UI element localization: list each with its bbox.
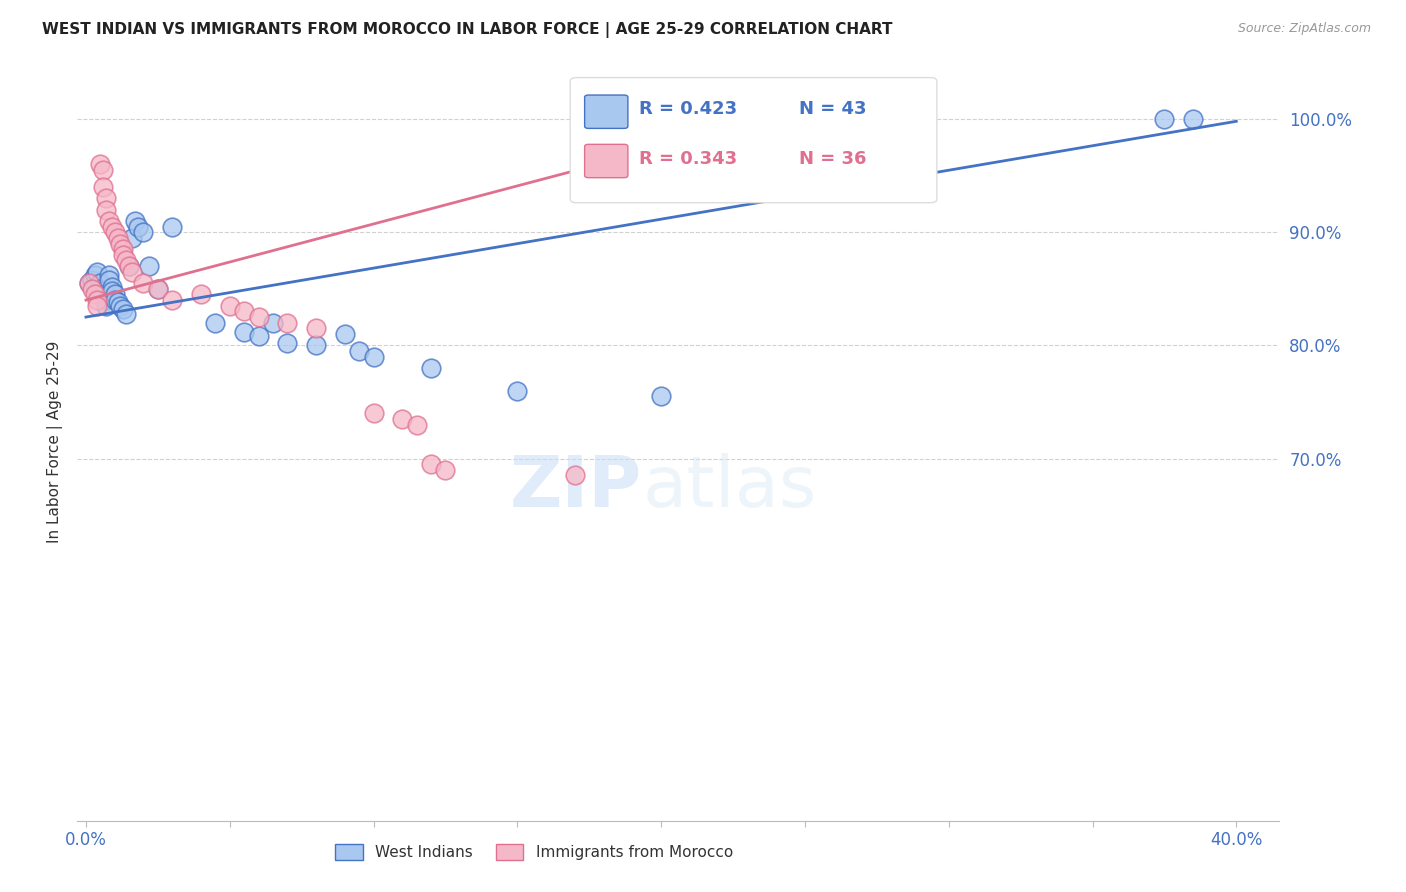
Point bbox=[146, 282, 169, 296]
Point bbox=[107, 295, 129, 310]
Point bbox=[132, 225, 155, 239]
Point bbox=[89, 157, 111, 171]
Point bbox=[98, 273, 120, 287]
Point bbox=[506, 384, 529, 398]
Point bbox=[91, 163, 114, 178]
Point bbox=[333, 326, 356, 341]
Point bbox=[80, 282, 103, 296]
Point bbox=[420, 457, 443, 471]
Point bbox=[101, 284, 124, 298]
Point bbox=[162, 219, 183, 234]
Point bbox=[1182, 112, 1205, 126]
Point bbox=[247, 329, 270, 343]
Point bbox=[391, 412, 413, 426]
Point bbox=[190, 287, 212, 301]
Point bbox=[110, 299, 132, 313]
Point bbox=[434, 463, 457, 477]
Point bbox=[77, 276, 100, 290]
Text: WEST INDIAN VS IMMIGRANTS FROM MOROCCO IN LABOR FORCE | AGE 25-29 CORRELATION CH: WEST INDIAN VS IMMIGRANTS FROM MOROCCO I… bbox=[42, 22, 893, 38]
Text: R = 0.343: R = 0.343 bbox=[638, 150, 737, 168]
Point bbox=[107, 231, 129, 245]
Legend: West Indians, Immigrants from Morocco: West Indians, Immigrants from Morocco bbox=[329, 838, 740, 866]
Point bbox=[138, 259, 160, 273]
Point bbox=[124, 214, 146, 228]
Point bbox=[110, 236, 132, 251]
Text: atlas: atlas bbox=[643, 452, 817, 522]
Point bbox=[86, 293, 108, 307]
Point bbox=[347, 344, 370, 359]
Point bbox=[80, 273, 103, 287]
Y-axis label: In Labor Force | Age 25-29: In Labor Force | Age 25-29 bbox=[48, 341, 63, 542]
Point bbox=[115, 253, 138, 268]
FancyBboxPatch shape bbox=[585, 145, 628, 178]
Point bbox=[305, 321, 328, 335]
Point bbox=[101, 279, 124, 293]
Point bbox=[86, 299, 108, 313]
Point bbox=[121, 231, 143, 245]
Point bbox=[707, 112, 730, 126]
Text: N = 36: N = 36 bbox=[799, 150, 866, 168]
Text: N = 43: N = 43 bbox=[799, 101, 866, 119]
Point bbox=[420, 361, 443, 376]
Point bbox=[86, 265, 108, 279]
Point bbox=[121, 265, 143, 279]
Point bbox=[1153, 112, 1175, 126]
Point bbox=[77, 276, 100, 290]
Point bbox=[112, 248, 135, 262]
FancyBboxPatch shape bbox=[571, 78, 936, 202]
Point bbox=[83, 287, 105, 301]
Point bbox=[91, 180, 114, 194]
Point bbox=[650, 389, 672, 403]
Point bbox=[104, 225, 127, 239]
Point bbox=[363, 350, 385, 364]
Point bbox=[564, 468, 586, 483]
Point bbox=[94, 202, 117, 217]
Point bbox=[262, 316, 284, 330]
Text: R = 0.423: R = 0.423 bbox=[638, 101, 737, 119]
Point bbox=[98, 214, 120, 228]
Point bbox=[276, 336, 298, 351]
Point bbox=[247, 310, 270, 324]
Point bbox=[305, 338, 328, 352]
Point bbox=[89, 276, 111, 290]
Point bbox=[218, 299, 240, 313]
Point bbox=[127, 219, 149, 234]
Point bbox=[94, 299, 117, 313]
Point bbox=[233, 325, 256, 339]
FancyBboxPatch shape bbox=[585, 95, 628, 128]
Point bbox=[98, 268, 120, 283]
Point bbox=[132, 276, 155, 290]
Point bbox=[233, 304, 256, 318]
Point bbox=[112, 302, 135, 317]
Point bbox=[101, 219, 124, 234]
Point bbox=[83, 268, 105, 283]
Point bbox=[104, 293, 127, 307]
Point bbox=[83, 279, 105, 293]
Point bbox=[91, 287, 114, 301]
Point bbox=[94, 191, 117, 205]
Text: Source: ZipAtlas.com: Source: ZipAtlas.com bbox=[1237, 22, 1371, 36]
Point bbox=[118, 259, 141, 273]
Point bbox=[146, 282, 169, 296]
Point bbox=[405, 417, 427, 432]
Point bbox=[94, 293, 117, 307]
Point bbox=[112, 242, 135, 256]
Point bbox=[276, 316, 298, 330]
Point bbox=[91, 284, 114, 298]
Text: ZIP: ZIP bbox=[510, 452, 643, 522]
Point bbox=[115, 307, 138, 321]
Point bbox=[89, 282, 111, 296]
Point bbox=[104, 287, 127, 301]
Point bbox=[118, 259, 141, 273]
Point bbox=[204, 316, 226, 330]
Point bbox=[363, 406, 385, 420]
Point bbox=[162, 293, 183, 307]
